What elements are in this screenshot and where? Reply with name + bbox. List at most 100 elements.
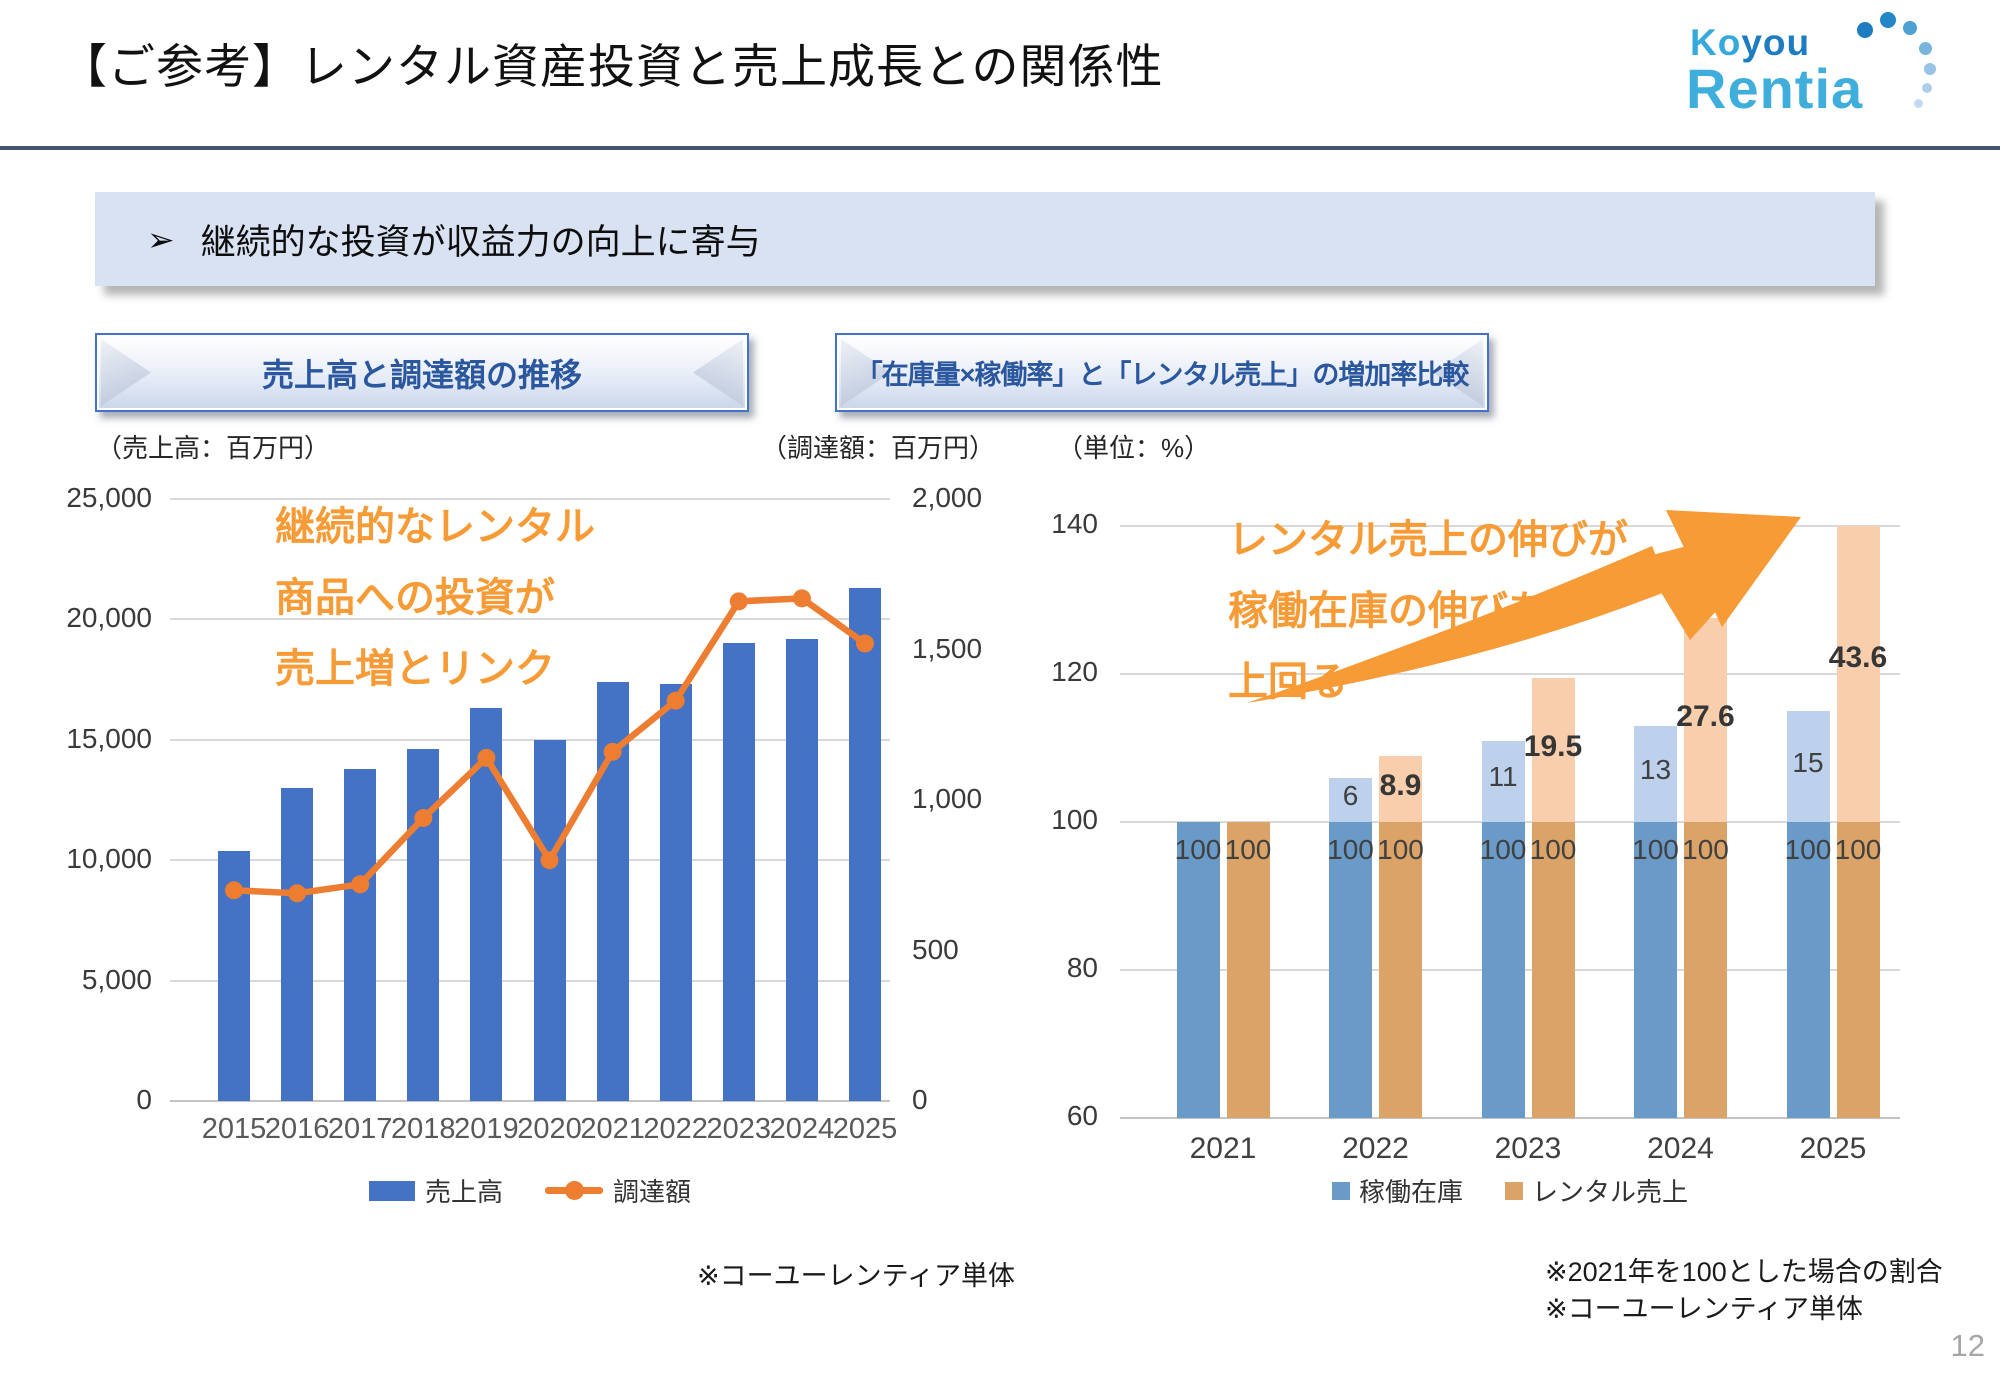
- logo-letter: K: [1690, 22, 1718, 63]
- y-axis-tick-label: 15,000: [66, 722, 152, 754]
- stacked-bar-increment-segment: [1481, 740, 1525, 822]
- legend-label: 稼働在庫: [1358, 1177, 1463, 1207]
- line-point: [414, 809, 433, 828]
- x-axis-label: 2025: [832, 1113, 898, 1145]
- line-point: [666, 691, 685, 710]
- increment-value-label: 27.6: [1676, 699, 1735, 733]
- x-axis-label: 2018: [391, 1113, 456, 1145]
- left-chart-header-box: 売上高と調達額の推移: [95, 333, 749, 412]
- increment-value-label: 15: [1792, 746, 1824, 778]
- logo-word-rentia: Rentia: [1686, 57, 1864, 120]
- x-axis-label: 2017: [327, 1113, 393, 1145]
- legend-item: レンタル売上: [1505, 1172, 1688, 1209]
- secondary-y-axis-tick-label: 1,000: [912, 783, 983, 814]
- sales-bar: [533, 739, 566, 1101]
- x-axis-label: 2023: [1494, 1132, 1562, 1165]
- x-axis-label: 2021: [580, 1113, 645, 1145]
- legend-item: 売上高: [368, 1172, 503, 1209]
- y-axis-tick-label: 120: [1051, 656, 1098, 687]
- x-axis-label: 2021: [1189, 1132, 1257, 1165]
- stacked-bar-base-segment: [1176, 822, 1220, 1118]
- right-axis-unit-label: （調達額：百万円）: [760, 433, 995, 463]
- line-point: [603, 742, 622, 761]
- base-value-label: 100: [1834, 834, 1882, 865]
- line-point: [540, 851, 559, 870]
- sales-bar: [722, 643, 755, 1101]
- left-chart-title: 売上高と調達額の推移: [261, 356, 582, 393]
- left-axis-unit-label: （売上高：百万円）: [96, 433, 331, 463]
- y-axis-tick-label: 100: [1051, 804, 1098, 835]
- gridline: [170, 498, 890, 500]
- logo-letter: y: [1741, 22, 1763, 63]
- right-chart-header-box: 「在庫量×稼働率」と「レンタル売上」の増加率比較: [835, 333, 1489, 412]
- sales-bar: [849, 588, 881, 1101]
- sales-bar: [281, 787, 314, 1101]
- annotation-line: 稼働在庫の伸びを: [1228, 589, 1548, 633]
- base-value-label: 100: [1632, 834, 1679, 865]
- y-axis-tick-label: 5,000: [81, 963, 152, 995]
- left-chart-legend: 売上高 調達額: [170, 1172, 890, 1209]
- stacked-bar-increment-segment: [1379, 756, 1422, 822]
- inventory-swatch-icon: [1331, 1181, 1350, 1200]
- y-axis-tick-label: 25,000: [66, 482, 152, 513]
- right-chart-title: 「在庫量×稼働率」と「レンタル売上」の増加率比較: [855, 360, 1470, 390]
- increment-value-label: 13: [1639, 753, 1672, 785]
- y-axis-tick-label: 140: [1051, 508, 1098, 539]
- x-axis-label: 2022: [643, 1113, 708, 1145]
- gridline: [1120, 673, 1900, 675]
- base-value-label: 100: [1174, 834, 1222, 865]
- y-axis-tick-label: 80: [1066, 952, 1098, 983]
- left-chart-footnote: ※コーユーレンティア単体: [697, 1261, 1016, 1291]
- gridline: [1120, 525, 1900, 527]
- legend-item: 稼働在庫: [1331, 1172, 1463, 1209]
- y-axis-tick-label: 20,000: [66, 602, 152, 634]
- logo-letter: o: [1762, 22, 1787, 63]
- x-axis-label: 2019: [454, 1113, 519, 1145]
- left-chart-annotation: 継続的なレンタル 商品への投資が 売上増とリンク: [275, 492, 595, 705]
- page-title: 【ご参考】レンタル資産投資と売上成長との関係性: [60, 40, 1164, 93]
- procurement-line-swatch-icon: [545, 1181, 603, 1200]
- increment-value-label: 43.6: [1828, 640, 1888, 674]
- x-axis-label: 2016: [264, 1113, 330, 1145]
- x-axis-label: 2024: [769, 1113, 835, 1145]
- secondary-y-axis-tick-label: 1,500: [912, 632, 983, 664]
- base-value-label: 100: [1784, 834, 1832, 865]
- key-message-text: 継続的な投資が収益力の向上に寄与: [200, 222, 761, 262]
- logo-letter: u: [1786, 22, 1811, 63]
- stacked-bar-base-segment: [1634, 822, 1677, 1118]
- sales-bar: [785, 638, 818, 1101]
- logo-dot-icon: [1924, 63, 1936, 75]
- stacked-bar-base-segment: [1481, 822, 1525, 1118]
- increment-value-label: 11: [1488, 761, 1518, 793]
- line-point: [351, 875, 370, 894]
- line-point: [477, 748, 496, 767]
- annotation-line: 商品への投資が: [275, 576, 555, 620]
- stacked-bar-base-segment: [1379, 822, 1422, 1118]
- stacked-bar-base-segment: [1836, 822, 1880, 1118]
- logo-dot-icon: [1913, 98, 1923, 108]
- logo-dot-icon: [1903, 21, 1917, 35]
- logo-dot-icon: [1918, 41, 1932, 55]
- logo-dot-icon: [1880, 12, 1896, 28]
- x-axis-label: 2015: [201, 1113, 267, 1145]
- stacked-bar-base-segment: [1786, 822, 1830, 1118]
- rental-sales-swatch-icon: [1505, 1181, 1523, 1200]
- gridline: [170, 859, 890, 862]
- secondary-y-axis-tick-label: 500: [912, 933, 959, 965]
- line-point: [288, 884, 307, 903]
- logo-dot-icon: [1922, 83, 1932, 93]
- gridline: [1120, 1117, 1900, 1119]
- secondary-y-axis-tick-label: 2,000: [912, 482, 983, 513]
- line-point: [792, 589, 811, 608]
- sales-bar-swatch-icon: [368, 1180, 415, 1201]
- annotation-line: レンタル売上の伸びが: [1228, 518, 1628, 562]
- annotation-line: 継続的なレンタル: [275, 505, 595, 549]
- x-axis-label: 2025: [1799, 1132, 1867, 1165]
- logo-dot-icon: [1857, 22, 1873, 38]
- increment-value-label: 6: [1342, 779, 1359, 811]
- stacked-bar-base-segment: [1684, 822, 1727, 1118]
- arrow-bullet-icon: ➢: [147, 220, 175, 258]
- legend-label: レンタル売上: [1532, 1177, 1689, 1207]
